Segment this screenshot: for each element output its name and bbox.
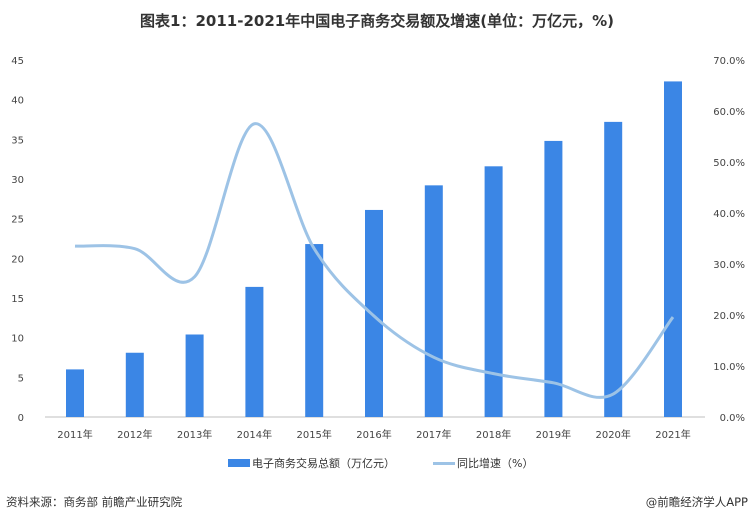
source-note: 资料来源：商务部 前瞻产业研究院 <box>6 495 183 509</box>
y-left-tick-label: 25 <box>11 215 24 226</box>
legend-item-bar: 电子商务交易总额（万亿元） <box>228 455 395 471</box>
y-left-tick-label: 35 <box>11 135 24 146</box>
brand-credit: @前瞻经济学人APP <box>645 495 748 509</box>
y-left-tick-label: 10 <box>11 334 24 345</box>
x-tick-label: 2019年 <box>536 428 571 441</box>
legend-item-line: 同比增速（%） <box>433 455 533 471</box>
y-left-tick-label: 20 <box>11 254 24 265</box>
y-right-tick-label: 70.0% <box>713 56 745 67</box>
legend-line-label: 同比增速（%） <box>457 457 534 470</box>
x-tick-label: 2014年 <box>237 428 272 441</box>
chart-title: 图表1：2011-2021年中国电子商务交易额及增速(单位：万亿元，%) <box>140 12 614 30</box>
y-left-tick-label: 15 <box>11 294 24 305</box>
y-right-tick-label: 20.0% <box>713 311 745 322</box>
y-left-tick-label: 40 <box>11 96 24 107</box>
y-left-tick-label: 0 <box>18 413 24 424</box>
bar <box>185 334 204 417</box>
y-left-tick-label: 30 <box>11 175 24 186</box>
bar <box>305 244 324 417</box>
bar <box>66 369 84 417</box>
x-tick-label: 2016年 <box>356 428 391 441</box>
x-tick-label: 2020年 <box>595 428 630 441</box>
x-tick-label: 2017年 <box>416 428 451 441</box>
y-left-tick-label: 45 <box>11 56 24 67</box>
legend-bar-swatch <box>228 459 250 467</box>
bar <box>424 185 443 417</box>
y-left-tick-label: 5 <box>18 373 24 384</box>
y-right-tick-label: 40.0% <box>713 209 745 220</box>
legend-bar-label: 电子商务交易总额（万亿元） <box>252 457 395 470</box>
x-tick-label: 2011年 <box>57 428 92 441</box>
x-tick-label: 2012年 <box>117 428 152 441</box>
bar <box>664 81 682 418</box>
x-tick-label: 2013年 <box>177 428 212 441</box>
x-tick-label: 2015年 <box>296 428 331 441</box>
legend-line-swatch <box>433 461 455 465</box>
bar <box>544 140 563 418</box>
y-right-tick-label: 0.0% <box>720 413 745 424</box>
y-right-tick-label: 30.0% <box>713 260 745 271</box>
y-right-tick-label: 10.0% <box>713 362 745 373</box>
x-tick-label: 2018年 <box>476 428 511 441</box>
bar <box>245 286 264 417</box>
y-right-tick-label: 60.0% <box>713 107 745 118</box>
bar <box>365 209 383 417</box>
bar <box>484 166 503 417</box>
x-tick-label: 2021年 <box>655 428 690 441</box>
y-right-tick-label: 50.0% <box>713 158 745 169</box>
growth-line <box>74 122 675 399</box>
bar <box>604 121 623 417</box>
bar <box>125 352 144 417</box>
